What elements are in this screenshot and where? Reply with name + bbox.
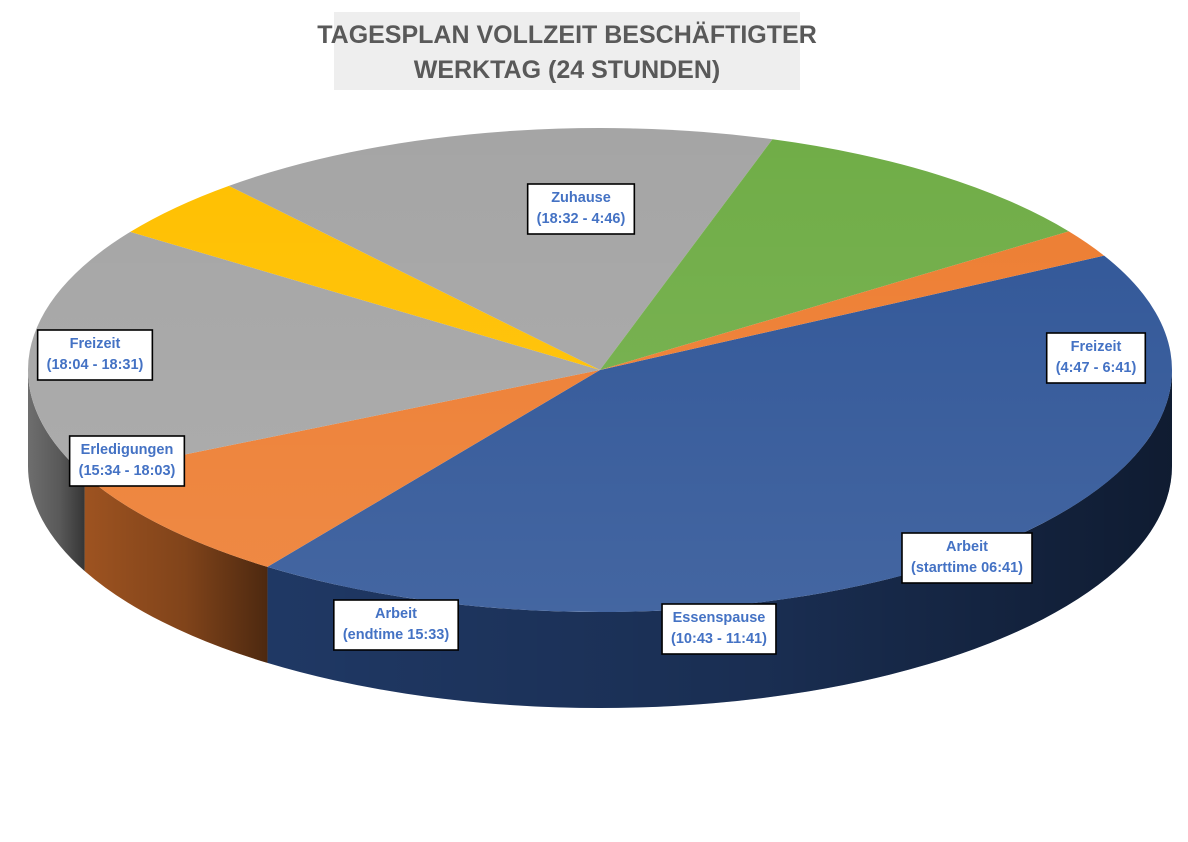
pie-label-box-5: [68, 435, 186, 487]
pie-label-line-1-0: Freizeit: [1071, 339, 1122, 355]
pie-label-box-6: [36, 329, 154, 381]
pie-label-line-6-0: Freizeit: [70, 336, 121, 352]
pie-label-line-1-1: (4:47 - 6:41): [1056, 360, 1137, 376]
chart-title-line-2: WERKTAG (24 STUNDEN): [414, 56, 720, 84]
pie-label-box-2: [901, 532, 1033, 584]
chart-title-line-1: TAGESPLAN VOLLZEIT BESCHÄFTIGTER: [317, 21, 817, 49]
pie-label-line-4-1: (endtime 15:33): [343, 627, 450, 643]
pie-label-6: Freizeit (18:04 - 18:31): [36, 329, 154, 381]
pie-side-shade-0: [267, 370, 1173, 708]
pie-label-box-1: [1045, 332, 1147, 384]
pie-label-line-3-1: (10:43 - 11:41): [671, 631, 767, 647]
pie-label-1: Freizeit (4:47 - 6:41): [1045, 332, 1147, 384]
pie-sides: [28, 370, 1173, 708]
pie-side-shade-1: [84, 474, 268, 663]
pie-label-line-4-0: Arbeit: [375, 606, 417, 622]
pie-label-4: Arbeit (endtime 15:33): [333, 599, 459, 651]
pie-label-2: Arbeit (starttime 06:41): [901, 532, 1033, 584]
pie-slices: [28, 128, 1173, 613]
pie-label-0: Zuhause (18:32 - 4:46): [526, 183, 636, 235]
pie-label-box-3: [661, 603, 777, 655]
pie-label-box-0: [526, 183, 636, 235]
pie-label-line-0-1: (18:32 - 4:46): [537, 211, 626, 227]
pie-top-gloss: [28, 128, 1172, 612]
pie-label-line-5-0: Erledigungen: [81, 442, 174, 458]
pie-label-5: Erledigungen (15:34 - 18:03): [68, 435, 186, 487]
pie-label-line-2-1: (starttime 06:41): [911, 560, 1023, 576]
pie-labels: Zuhause (18:32 - 4:46) Freizeit (4:47 - 6:4…: [36, 183, 1147, 655]
pie-label-line-6-1: (18:04 - 18:31): [47, 357, 144, 373]
pie-label-3: Essenspause (10:43 - 11:41): [661, 603, 777, 655]
pie-label-line-2-0: Arbeit: [946, 539, 988, 555]
chart-title-box: [334, 12, 800, 90]
pie-label-box-4: [333, 599, 459, 651]
pie-label-line-0-0: Zuhause: [551, 190, 611, 206]
pie-label-line-5-1: (15:34 - 18:03): [79, 463, 176, 479]
pie-label-line-3-0: Essenspause: [673, 610, 766, 626]
pie-side-shade-2: [28, 370, 85, 571]
